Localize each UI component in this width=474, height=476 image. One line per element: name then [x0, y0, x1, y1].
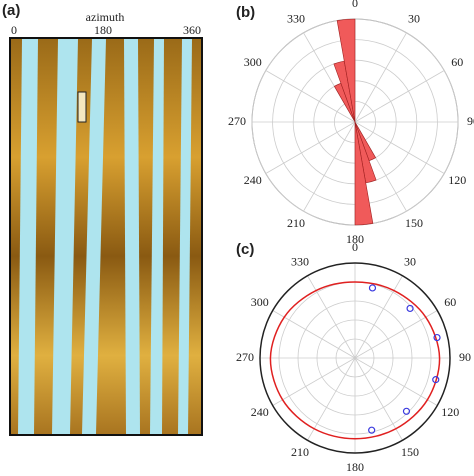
angle-tick-label: 120 — [441, 405, 459, 419]
polar-frame — [259, 262, 451, 454]
angle-tick-label: 210 — [291, 445, 309, 459]
angle-tick-label: 90 — [459, 350, 471, 364]
x-tick-label: 180 — [94, 23, 112, 37]
panel-label: (a) — [2, 2, 20, 19]
angle-tick-label: 60 — [451, 55, 463, 69]
angle-tick-label: 30 — [404, 254, 416, 268]
angle-tick-label: 90 — [467, 114, 474, 128]
grid-line — [307, 275, 356, 359]
fit-curve — [269, 281, 441, 440]
grid-line — [303, 121, 356, 212]
angle-tick-label: 270 — [236, 350, 254, 364]
angle-tick-label: 30 — [408, 12, 420, 26]
angle-tick-label: 150 — [405, 216, 423, 230]
angle-tick-label: 270 — [228, 114, 246, 128]
borehole-image — [9, 37, 203, 436]
angle-tick-label: 0 — [352, 240, 358, 254]
data-point — [432, 376, 440, 384]
grid-line — [354, 121, 445, 174]
grid-line — [354, 275, 403, 359]
grid-line — [307, 357, 356, 441]
angle-tick-label: 300 — [251, 295, 269, 309]
rose-petal — [354, 121, 374, 226]
angle-tick-label: 180 — [346, 460, 364, 474]
rose-petal — [336, 18, 356, 123]
data-point — [368, 284, 377, 292]
angle-tick-label: 330 — [291, 254, 309, 268]
x-tick-label: 0 — [11, 23, 17, 37]
angle-tick-label: 240 — [251, 405, 269, 419]
angle-tick-label: 210 — [287, 216, 305, 230]
panel-label: (b) — [236, 4, 255, 21]
angle-tick-label: 180 — [346, 232, 364, 246]
grid-line — [354, 357, 403, 441]
angle-tick-label: 0 — [352, 0, 358, 10]
angle-tick-label: 330 — [287, 12, 305, 26]
data-point — [433, 333, 441, 342]
panel-label: (c) — [236, 241, 254, 258]
angle-tick-label: 300 — [244, 55, 262, 69]
data-point — [402, 407, 411, 415]
grid-line — [272, 310, 356, 359]
grid-line — [272, 357, 356, 406]
grid-line — [354, 32, 407, 123]
grid-line — [354, 70, 445, 123]
angle-tick-label: 60 — [444, 295, 456, 309]
angle-tick-label: 240 — [244, 173, 262, 187]
grid-line — [265, 121, 356, 174]
x-axis-label: azimuth — [86, 10, 125, 24]
x-tick-label: 360 — [183, 23, 201, 37]
angle-tick-label: 150 — [401, 445, 419, 459]
data-point — [368, 426, 376, 434]
grid-line — [354, 357, 438, 406]
angle-tick-label: 120 — [448, 173, 466, 187]
grid-line — [354, 310, 438, 359]
data-point — [406, 304, 414, 313]
grid-line — [265, 70, 356, 123]
